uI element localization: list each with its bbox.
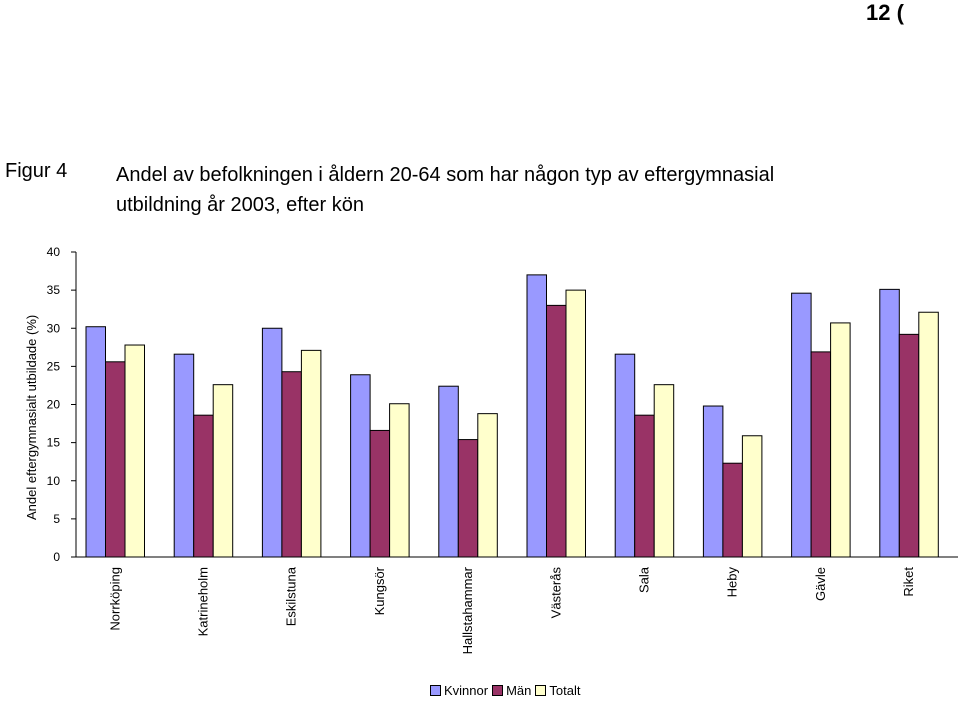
bar-totalt-kungsör xyxy=(389,403,410,558)
bar-man-sala xyxy=(634,414,655,558)
bar-kvinnor-kungsör xyxy=(350,374,371,558)
y-tick-label: 0 xyxy=(53,550,60,564)
legend: Kvinnor Män Totalt xyxy=(430,683,584,698)
legend-swatch-totalt xyxy=(535,685,547,696)
x-category-label: Norrköping xyxy=(107,567,122,631)
bar-man-västerås xyxy=(546,304,567,558)
x-category-label: Västerås xyxy=(548,567,563,619)
bar-totalt-riket xyxy=(918,311,939,558)
y-tick-label: 5 xyxy=(53,512,60,526)
figure-label: Figur 4 xyxy=(5,160,68,182)
bar-totalt-gävle xyxy=(830,322,851,558)
bar-totalt-hallstahammar xyxy=(477,413,498,558)
x-category-label: Katrineholm xyxy=(195,567,210,636)
y-tick-label: 25 xyxy=(47,359,61,373)
legend-label-man: Män xyxy=(506,683,532,698)
x-category-label: Riket xyxy=(901,567,916,597)
y-tick-label: 15 xyxy=(47,436,61,450)
bar-kvinnor-sala xyxy=(614,353,636,558)
y-tick-label: 20 xyxy=(47,398,61,412)
page-number: 12 ( xyxy=(866,0,904,25)
bar-kvinnor-riket xyxy=(879,288,900,558)
bar-man-heby xyxy=(722,462,743,558)
figure-title-line-1: Andel av befolkningen i åldern 20-64 som… xyxy=(116,164,775,186)
bar-totalt-sala xyxy=(653,384,675,558)
y-tick-label: 35 xyxy=(47,283,61,297)
bar-kvinnor-norrköping xyxy=(85,326,106,558)
bar-man-gävle xyxy=(810,351,832,558)
legend-swatch-kvinnor xyxy=(430,685,441,696)
bar-totalt-norrköping xyxy=(124,344,145,558)
legend-swatch-man xyxy=(492,685,504,696)
y-tick-label: 30 xyxy=(47,321,61,335)
x-category-label: Hallstahammar xyxy=(460,566,475,654)
figure-title: Andel av befolkningen i åldern 20-64 som… xyxy=(116,160,916,220)
bar-man-riket xyxy=(898,333,920,558)
bar-kvinnor-heby xyxy=(702,405,724,558)
legend-item-totalt: Totalt xyxy=(535,683,580,698)
bar-kvinnor-hallstahammar xyxy=(438,385,459,558)
bar-kvinnor-eskilstuna xyxy=(261,327,283,558)
figure-title-line-2: utbildning år 2003, efter kön xyxy=(116,194,364,216)
bar-kvinnor-gävle xyxy=(791,292,812,558)
bar-totalt-katrineholm xyxy=(212,384,234,558)
bar-man-hallstahammar xyxy=(457,439,479,558)
bar-totalt-västerås xyxy=(565,289,586,558)
legend-item-kvinnor: Kvinnor xyxy=(430,683,488,698)
y-tick-label: 40 xyxy=(47,245,61,259)
legend-label-kvinnor: Kvinnor xyxy=(444,683,489,698)
legend-label-totalt: Totalt xyxy=(549,683,581,698)
bar-man-katrineholm xyxy=(193,414,214,558)
x-category-label: Gävle xyxy=(813,567,828,601)
legend-item-man: Män xyxy=(492,683,531,698)
x-category-label: Sala xyxy=(636,566,651,593)
bar-totalt-heby xyxy=(741,435,763,558)
x-category-label: Eskilstuna xyxy=(284,566,299,626)
y-tick-label: 10 xyxy=(47,474,61,488)
bar-man-norrköping xyxy=(105,361,126,558)
x-category-label: Heby xyxy=(725,567,740,598)
bar-kvinnor-västerås xyxy=(526,274,547,558)
bar-man-kungsör xyxy=(369,429,391,558)
bar-kvinnor-katrineholm xyxy=(173,353,195,558)
bar-man-eskilstuna xyxy=(281,371,302,558)
bar-totalt-eskilstuna xyxy=(300,349,322,558)
x-category-label: Kungsör xyxy=(372,566,387,615)
